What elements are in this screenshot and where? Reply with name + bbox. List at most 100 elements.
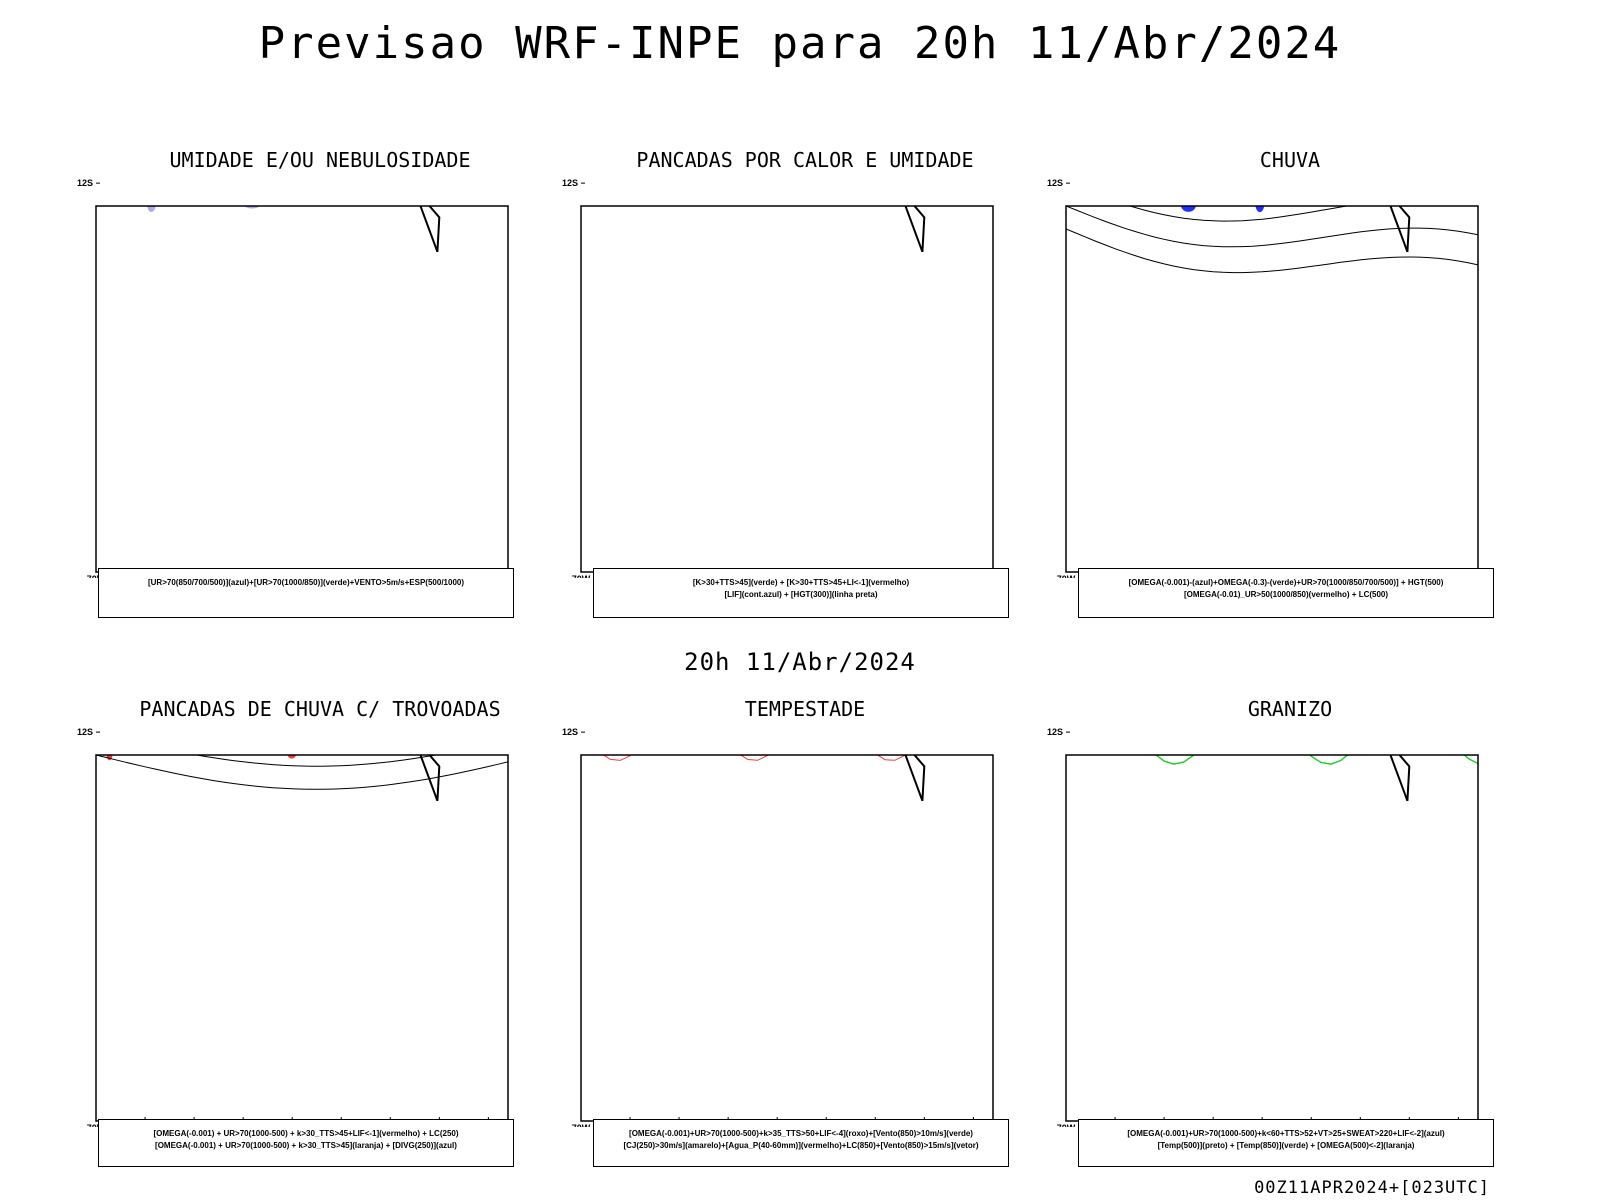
shaded-area [1289,197,1298,204]
shaded-area [1256,178,1263,183]
shaded-area [1208,181,1225,192]
shaded-area [135,730,145,738]
model-run-label: 00Z11APR2024+[023UTC] [1254,1178,1490,1198]
map-background [1066,755,1478,1121]
political-border [586,727,733,753]
shaded-area [1201,178,1213,184]
contour-line [96,178,508,201]
shaded-area [112,727,128,730]
shaded-area [266,727,273,737]
shaded-area [1066,180,1068,182]
legend-line-1: [OMEGA(-0.001)+UR>70(1000-500)+k>35_TTS>… [629,1129,973,1138]
map-background [581,755,993,1121]
shaded-area [125,736,136,748]
lon-tick-label: 70W [572,574,591,578]
map-layers [96,727,508,802]
contour-line [96,178,508,183]
panel-legend: [OMEGA(-0.001)+UR>70(1000-500)+k>35_TTS>… [593,1119,1009,1167]
shaded-area [1180,206,1196,212]
legend-line-2: [CJ(250)>30m/s](amarelo)+[Agua_P(40-60mm… [623,1141,979,1150]
political-border [1162,727,1306,749]
panel-tempestade: TEMPESTADE 12S15S18S21S24S27S30S33S36S39… [555,697,1055,1167]
panel-title: GRANIZO [1247,697,1333,721]
shaded-area [1189,178,1204,179]
political-border [1071,178,1218,204]
shaded-area [100,180,118,191]
shaded-area [1097,178,1108,182]
legend-line-1: [OMEGA(-0.001) + UR>70(1000-500) + k>30_… [153,1129,459,1138]
shaded-area [244,206,260,209]
shaded-area [305,178,326,187]
political-border [677,727,821,749]
shaded-area [280,738,287,745]
shaded-area [192,178,209,180]
contour-line [1066,727,1478,739]
shaded-area [143,734,149,740]
panel-pancadas-calor: PANCADAS POR CALOR E UMIDADE 12S15S18S21… [555,148,1055,618]
lat-tick-label: 12S [1047,727,1063,737]
legend-line-2: [LIF](cont.azul) + [HGT(300)](linha pret… [724,590,878,599]
shaded-area [284,727,294,736]
shaded-area [260,727,265,733]
map-layers [1066,178,1478,274]
panel-legend: [K>30+TTS>45](verde) + [K>30+TTS>45+LI<-… [593,568,1009,618]
shaded-area [228,740,242,749]
shaded-area [1304,199,1310,205]
shaded-area [242,728,248,740]
contour-line [1128,206,1350,222]
lat-tick-label: 12S [562,727,578,737]
shaded-area [200,187,224,194]
lon-tick-label: 70W [87,1123,106,1127]
forecast-map: 12S15S18S21S24S27S30S33S36S39S42S70W65W6… [562,178,994,578]
shaded-area [147,206,156,213]
panel-umidade: UMIDADE E/OU NEBULOSIDADE 12S15S18S21S24… [70,148,570,618]
shaded-area [187,183,210,192]
legend-line-2: [OMEGA(-0.001) + UR>70(1000-500) + k>30_… [155,1141,457,1150]
shaded-area [137,727,146,735]
lon-tick-label: 70W [87,574,106,578]
forecast-map: 12S15S18S21S24S27S30S33S36S39S42S70W65W6… [77,727,509,1127]
panel-granizo: GRANIZO 12S15S18S21S24S27S30S33S36S39S42… [1040,697,1540,1167]
panel-legend: [OMEGA(-0.001)-(azul)+OMEGA(-0.3)-(verde… [1078,568,1494,618]
shaded-area [141,178,159,189]
shaded-area [211,736,218,746]
legend-line-1: [OMEGA(-0.001)-(azul)+OMEGA(-0.3)-(verde… [1128,578,1444,587]
shaded-area [127,182,144,197]
map-background [581,206,993,572]
shaded-area [242,183,259,191]
shaded-area [1241,193,1255,199]
valid-time-label: 20h 11/Abr/2024 [684,648,916,676]
shaded-area [1105,179,1109,183]
contour-line [1066,228,1478,274]
contour-line [581,178,993,183]
forecast-map: 12S15S18S21S24S27S30S33S36S39S42S70W65W6… [77,178,509,578]
lat-tick-label: 12S [77,727,93,737]
panel-legend: [OMEGA(-0.001)+UR>70(1000-500)+k<60+TTS>… [1078,1119,1494,1167]
contour-line [96,727,508,743]
shaded-area [271,737,278,743]
shaded-area [286,206,293,207]
contour-line [1066,178,1478,196]
lon-tick-label: 70W [1057,1123,1076,1127]
panel-title: PANCADAS DE CHUVA C/ TROVOADAS [139,697,501,721]
lat-tick-label: 12S [562,178,578,188]
shaded-area [252,744,263,749]
shaded-area [149,182,171,202]
political-border [586,178,733,204]
panel-legend: [OMEGA(-0.001) + UR>70(1000-500) + k>30_… [98,1119,514,1167]
panel-title: CHUVA [1259,148,1321,172]
map-background [96,755,508,1121]
political-border [677,178,821,200]
shaded-area [1094,185,1101,200]
shaded-area [117,181,133,197]
shaded-area [949,178,962,181]
shaded-area [287,755,297,759]
shaded-area [1208,194,1216,202]
contour-line [581,727,993,740]
legend-line-1: [OMEGA(-0.001)+UR>70(1000-500)+k<60+TTS>… [1127,1129,1445,1138]
shaded-area [1126,190,1135,199]
shaded-area [1202,188,1214,196]
lon-tick-label: 70W [572,1123,591,1127]
legend-line-1: [UR>70(850/700/500)](azul)+[UR>70(1000/8… [147,578,465,587]
panel-title: PANCADAS POR CALOR E UMIDADE [636,148,974,172]
